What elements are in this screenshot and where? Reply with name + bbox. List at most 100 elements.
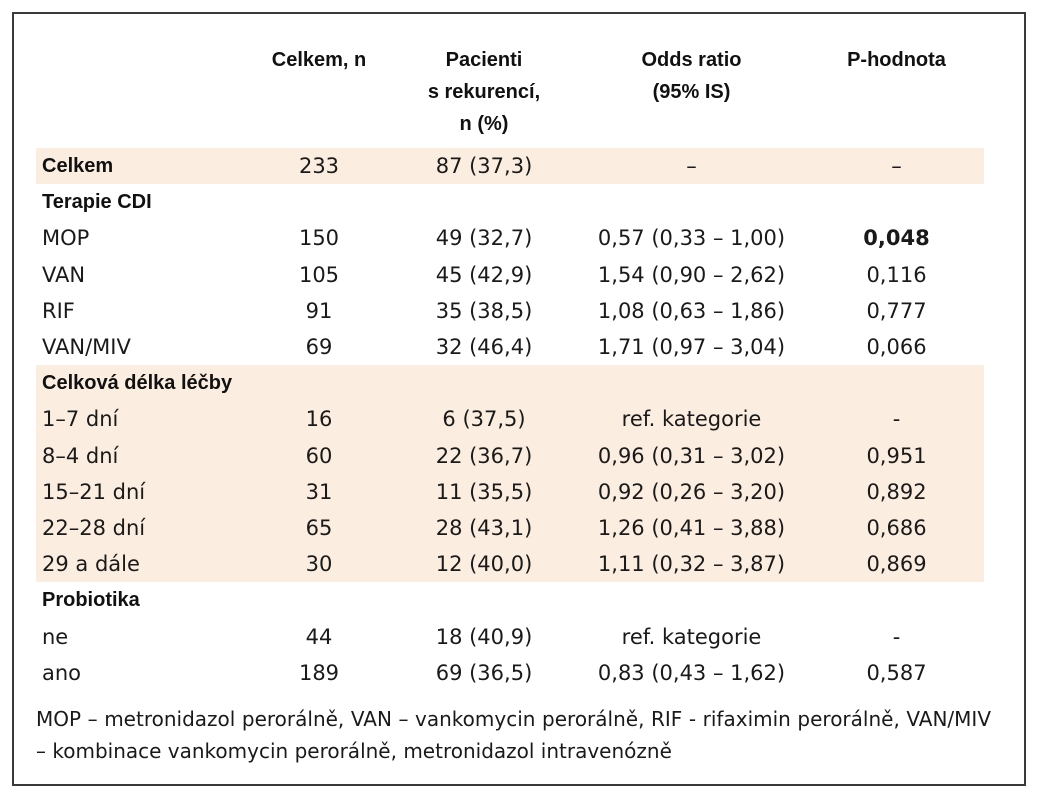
cell-total-n: 60 [244, 437, 394, 474]
cell-p-value-text: 0,777 [866, 298, 927, 323]
row-label: MOP [36, 220, 244, 256]
cell-recurrence: 32 (46,4) [394, 329, 574, 365]
cell-odds-ratio: 0,83 (0,43 – 1,62) [574, 655, 809, 691]
row-label-text: 22–28 dní [42, 515, 146, 540]
cell-p-value: 0,587 [809, 655, 984, 691]
table-row: 8–4 dní 60 22 (36,7) 0,96 (0,31 – 3,02) 0,95… [36, 437, 984, 474]
table-row: MOP 150 49 (32,7) 0,57 (0,33 – 1,00) 0,048 [36, 220, 984, 256]
section-title: Probiotika [42, 588, 140, 611]
cell-total-n: 65 [244, 509, 394, 547]
table-frame: Celkem, n Pacienti s rekurencí, n (%) Odds r… [12, 12, 1026, 786]
column-header-4: P-hodnota [809, 40, 984, 148]
row-label-text: VAN [42, 262, 86, 287]
cell-p-value-text: – [891, 154, 902, 179]
column-header-line: Celkem, n [271, 49, 367, 71]
row-label: VAN/MIV [36, 329, 244, 365]
section-header-row: Probiotika [36, 582, 984, 618]
cell-total-n-text: 30 [305, 552, 333, 577]
column-header-line: n (%) [459, 113, 509, 135]
cell-p-value-text: 0,686 [866, 515, 927, 540]
cell-total-n: 30 [244, 546, 394, 583]
cell-recurrence-text: 18 (40,9) [435, 624, 533, 649]
section-title: Terapie CDI [42, 190, 152, 213]
cell-odds-ratio-text: 0,96 (0,31 – 3,02) [597, 443, 786, 468]
row-label: ano [36, 655, 244, 691]
cell-total-n: 69 [244, 329, 394, 365]
cell-recurrence: 49 (32,7) [394, 220, 574, 256]
cell-odds-ratio: 1,71 (0,97 – 3,04) [574, 329, 809, 365]
cell-p-value-text: 0,869 [866, 552, 927, 577]
row-label: VAN [36, 257, 244, 293]
cell-odds-ratio: 0,57 (0,33 – 1,00) [574, 220, 809, 256]
column-header-line: P-hodnota [847, 49, 946, 71]
cell-odds-ratio-text: 1,08 (0,63 – 1,86) [597, 298, 786, 323]
cell-recurrence-text: 45 (42,9) [435, 262, 533, 287]
table-row: 15–21 dní 31 11 (35,5) 0,92 (0,26 – 3,20) 0,… [36, 473, 984, 510]
table-row: 1–7 dní 16 6 (37,5) ref. kategorie - [36, 401, 984, 438]
cell-total-n: 31 [244, 473, 394, 510]
cell-total-n-text: 44 [305, 624, 333, 649]
cell-p-value: 0,951 [809, 437, 984, 474]
cell-total-n-text: 150 [298, 226, 340, 251]
cell-recurrence: 18 (40,9) [394, 618, 574, 654]
column-header-line: Odds ratio [641, 49, 742, 71]
section-title: Celková délka léčby [36, 365, 984, 402]
row-label-text: 29 a dále [42, 552, 140, 577]
cell-recurrence: 35 (38,5) [394, 293, 574, 329]
cell-odds-ratio: 0,96 (0,31 – 3,02) [574, 437, 809, 474]
cell-recurrence-text: 6 (37,5) [442, 407, 526, 432]
cell-p-value: 0,116 [809, 257, 984, 293]
cell-p-value: 0,892 [809, 473, 984, 510]
section-header-row: Celková délka léčby [36, 365, 984, 402]
cell-total-n: 44 [244, 618, 394, 654]
cell-p-value: - [809, 618, 984, 654]
cell-total-n-text: 233 [298, 154, 340, 179]
cell-p-value-text: - [892, 407, 901, 432]
cell-odds-ratio-text: 1,54 (0,90 – 2,62) [597, 262, 786, 287]
cell-odds-ratio-text: ref. kategorie [621, 407, 762, 432]
cell-recurrence-text: 32 (46,4) [435, 335, 533, 360]
cell-recurrence-text: 28 (43,1) [435, 515, 533, 540]
cell-recurrence-text: 35 (38,5) [435, 298, 533, 323]
cell-total-n-text: 65 [305, 515, 333, 540]
table-content: Celkem, n Pacienti s rekurencí, n (%) Odds r… [36, 40, 1006, 767]
row-label-text: VAN/MIV [42, 335, 131, 360]
cell-total-n-text: 60 [305, 443, 333, 468]
cell-total-n-text: 69 [305, 335, 333, 360]
cell-p-value-text: 0,116 [866, 262, 927, 287]
row-label-text: 8–4 dní [42, 443, 119, 468]
cell-total-n-text: 189 [298, 660, 340, 685]
cell-total-n-text: 91 [305, 298, 333, 323]
column-header-line: Pacienti [445, 49, 523, 71]
row-label-text: MOP [42, 226, 90, 251]
table-row: 22–28 dní 65 28 (43,1) 1,26 (0,41 – 3,88) 0,… [36, 509, 984, 547]
cell-odds-ratio: ref. kategorie [574, 401, 809, 438]
cell-total-n: 91 [244, 293, 394, 329]
column-header-0 [36, 40, 244, 148]
cell-recurrence: 28 (43,1) [394, 509, 574, 547]
cell-odds-ratio: ref. kategorie [574, 618, 809, 654]
cell-odds-ratio-text: – [686, 154, 697, 179]
row-label: RIF [36, 293, 244, 329]
column-header-line: s rekurencí, [427, 81, 541, 103]
cell-p-value: - [809, 401, 984, 438]
row-label: 15–21 dní [36, 473, 244, 510]
cell-recurrence-text: 22 (36,7) [435, 443, 533, 468]
cell-odds-ratio-text: 0,92 (0,26 – 3,20) [597, 479, 786, 504]
cell-odds-ratio-text: 1,71 (0,97 – 3,04) [597, 335, 786, 360]
row-label-text: ne [42, 624, 69, 649]
cell-recurrence: 69 (36,5) [394, 655, 574, 691]
table-footnote: MOP – metronidazol perorálně, VAN – vank… [36, 706, 991, 763]
table-row: ano 189 69 (36,5) 0,83 (0,43 – 1,62) 0,587 [36, 655, 984, 691]
cell-total-n: 189 [244, 655, 394, 691]
cell-p-value-text: 0,587 [866, 660, 927, 685]
row-label: 22–28 dní [36, 509, 244, 547]
cell-recurrence-text: 69 (36,5) [435, 660, 533, 685]
cell-recurrence: 87 (37,3) [394, 148, 574, 185]
section-header-row: Terapie CDI [36, 184, 984, 220]
table-header: Celkem, n Pacienti s rekurencí, n (%) Odds r… [36, 40, 984, 148]
cell-recurrence-text: 12 (40,0) [435, 552, 533, 577]
cell-odds-ratio-text: 1,11 (0,32 – 3,87) [597, 552, 786, 577]
cell-p-value: 0,066 [809, 329, 984, 365]
row-label: 8–4 dní [36, 437, 244, 474]
